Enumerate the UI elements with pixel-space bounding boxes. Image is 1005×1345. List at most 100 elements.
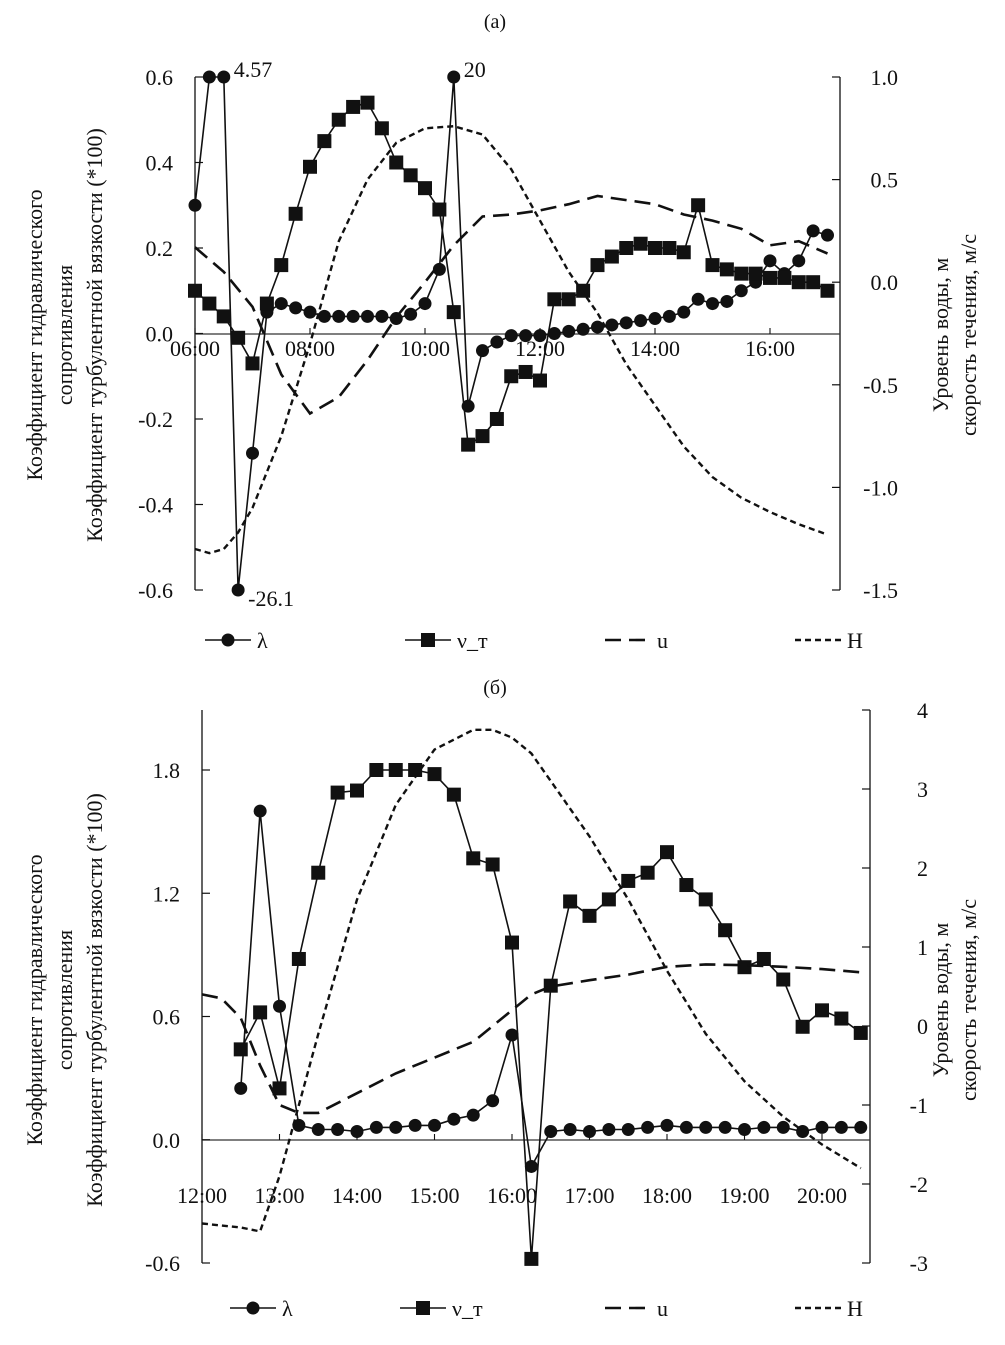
- data-point-nu-t: [303, 159, 317, 174]
- data-point-nu-t: [505, 935, 519, 950]
- data-point-nu-t: [543, 978, 558, 993]
- data-point-lambda: [677, 305, 691, 319]
- right-tick-label: 1: [917, 935, 928, 960]
- data-point-lambda: [602, 1122, 616, 1136]
- data-point-nu-t: [408, 763, 423, 777]
- data-point-nu-t: [834, 1011, 849, 1026]
- data-point-lambda: [369, 1120, 383, 1134]
- x-tick-label: 13:00: [254, 1183, 304, 1208]
- data-point-nu-t: [601, 892, 616, 907]
- left-tick-label: -0.4: [138, 493, 173, 518]
- data-point-nu-t: [806, 275, 821, 290]
- panel-title: (a): [484, 11, 506, 33]
- data-point-lambda: [389, 312, 403, 326]
- data-point-nu-t: [311, 865, 326, 880]
- data-point-lambda: [648, 312, 662, 326]
- data-point-nu-t: [563, 894, 578, 909]
- legend-label-lambda: λ: [257, 628, 268, 653]
- data-point-nu-t: [748, 266, 763, 281]
- legend-label-u: u: [657, 1296, 668, 1321]
- data-point-lambda: [547, 327, 561, 340]
- left-tick-label: 0.0: [153, 1128, 181, 1153]
- data-point-lambda: [331, 1122, 345, 1136]
- data-point-nu-t: [791, 275, 806, 290]
- data-point-nu-t: [288, 206, 303, 221]
- data-point-nu-t: [660, 845, 674, 860]
- data-point-lambda: [476, 344, 489, 358]
- data-point-nu-t: [291, 951, 306, 966]
- data-point-lambda: [274, 297, 288, 311]
- data-point-nu-t: [374, 121, 389, 136]
- data-point-lambda: [202, 70, 216, 84]
- x-tick-label: 18:00: [642, 1183, 692, 1208]
- right-tick-label: 0: [917, 1014, 928, 1039]
- left-axis-title-line-3: Коэффициент турбулентной вязкости (*100): [82, 128, 107, 542]
- data-point-nu-t: [662, 241, 677, 255]
- series-line-h: [201, 728, 862, 1233]
- data-point-nu-t: [820, 283, 835, 298]
- data-point-nu-t: [253, 1005, 268, 1020]
- left-axis-title-line-3: Коэффициент турбулентной вязкости (*100): [82, 793, 107, 1207]
- right-tick-label: -2: [910, 1172, 928, 1197]
- data-point-lambda: [641, 1120, 655, 1134]
- data-point-lambda: [361, 309, 374, 323]
- legend: λ ν_т u H: [205, 628, 863, 653]
- outlier-annotation: -26.1: [248, 586, 294, 611]
- data-point-nu-t: [350, 783, 364, 798]
- data-point-lambda: [619, 316, 633, 330]
- data-point-nu-t: [691, 198, 706, 213]
- data-point-nu-t: [446, 787, 461, 802]
- data-point-lambda: [428, 1118, 441, 1132]
- data-point-nu-t: [795, 1019, 810, 1034]
- right-axis-title-line-2: скорость течения, м/с: [956, 234, 981, 436]
- right-axis-title-line-2: скорость течения, м/с: [956, 899, 981, 1101]
- data-point-nu-t: [461, 437, 476, 452]
- data-point-lambda: [563, 1122, 577, 1136]
- data-point-lambda: [792, 254, 806, 268]
- data-point-lambda: [418, 297, 432, 311]
- data-point-lambda: [699, 1120, 713, 1134]
- left-tick-label: -0.6: [145, 1251, 180, 1276]
- outlier-annotation: 20: [464, 57, 486, 82]
- data-point-lambda: [404, 307, 418, 321]
- left-tick-label: -0.6: [138, 578, 173, 603]
- chart-panel-a: (a) Коэффициент гидравлического сопротив…: [22, 11, 981, 653]
- data-point-nu-t: [331, 112, 346, 127]
- plot-area: -0.6-0.4-0.20.00.20.40.6-1.5-1.0-0.50.00…: [138, 57, 898, 611]
- data-point-lambda: [234, 1081, 248, 1095]
- left-axis-title: Коэффициент гидравлического сопротивлени…: [22, 128, 107, 542]
- data-point-nu-t: [719, 262, 734, 277]
- data-point-lambda: [718, 1120, 732, 1134]
- data-point-lambda: [763, 254, 777, 268]
- x-tick-label: 14:00: [630, 336, 680, 361]
- data-point-nu-t: [272, 1081, 287, 1096]
- left-axis-title-line-2: сопротивления: [52, 930, 77, 1070]
- data-point-lambda: [815, 1120, 829, 1134]
- right-axis-title: Уровень воды, м скорость течения, м/с: [928, 899, 981, 1101]
- legend: λ ν_т u H: [230, 1296, 863, 1321]
- legend-label-u: u: [657, 628, 668, 653]
- right-tick-label: 0.5: [871, 168, 899, 193]
- data-point-lambda: [332, 309, 346, 323]
- data-point-nu-t: [231, 330, 246, 345]
- left-tick-label: 0.4: [146, 151, 174, 176]
- data-point-lambda: [738, 1122, 751, 1136]
- right-axis-title: Уровень воды, м скорость течения, м/с: [928, 234, 981, 436]
- legend-marker-nu-t: [416, 1301, 430, 1315]
- right-axis-title-line-1: Уровень воды, м: [928, 258, 953, 413]
- series-line-u: [201, 963, 861, 1115]
- right-tick-label: 2: [917, 856, 928, 881]
- data-point-lambda: [679, 1120, 693, 1134]
- data-point-lambda: [519, 329, 533, 343]
- data-point-lambda: [466, 1108, 480, 1122]
- data-point-nu-t: [466, 851, 481, 866]
- left-axis-title-line-1: Коэффициент гидравлического: [22, 854, 47, 1145]
- data-point-nu-t: [619, 241, 634, 255]
- data-point-lambda: [524, 1159, 538, 1173]
- data-point-lambda: [776, 1120, 790, 1134]
- left-tick-label: 1.2: [153, 881, 181, 906]
- data-point-lambda: [544, 1125, 558, 1139]
- data-point-lambda: [432, 262, 446, 276]
- data-point-nu-t: [561, 292, 576, 307]
- legend-label-lambda: λ: [282, 1296, 293, 1321]
